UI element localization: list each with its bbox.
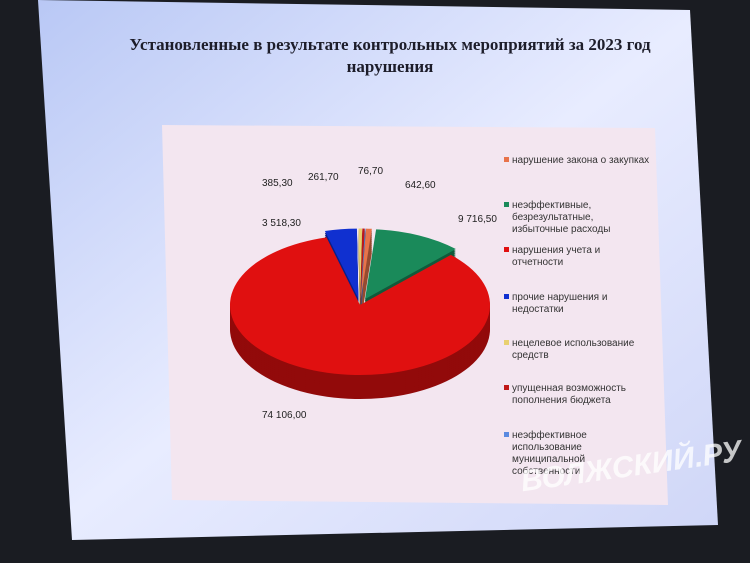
slice-side bbox=[360, 248, 372, 319]
slice-side bbox=[360, 246, 372, 317]
legend-swatch bbox=[504, 432, 509, 437]
slice-side bbox=[360, 230, 366, 301]
legend-label: нарушение закона о закупках bbox=[512, 155, 650, 166]
slice bbox=[360, 228, 366, 299]
legend-item: неэффективное использование муниципально… bbox=[504, 430, 652, 478]
legend-swatch bbox=[504, 340, 509, 345]
legend-swatch bbox=[504, 294, 509, 299]
value-label: 9 716,50 bbox=[458, 214, 497, 225]
legend-label: неэффективное использование муниципально… bbox=[512, 430, 587, 477]
legend-item: нарушения учета и отчетности bbox=[504, 245, 652, 269]
slice-side bbox=[360, 236, 372, 307]
slice bbox=[360, 228, 372, 299]
value-label: 385,30 bbox=[262, 178, 293, 189]
slice bbox=[364, 229, 456, 300]
slice-side bbox=[360, 234, 372, 305]
legend-label: неэффективные, безрезультатные, избыточн… bbox=[512, 200, 611, 235]
legend-swatch bbox=[504, 385, 509, 390]
legend-swatch bbox=[504, 202, 509, 207]
chart-title: Установленные в результате контрольных м… bbox=[129, 35, 651, 76]
slice-side bbox=[360, 244, 372, 315]
legend-item: нецелевое использование средств bbox=[504, 338, 652, 362]
slice-side bbox=[360, 232, 366, 303]
pie: 642,60 9 716,50 74 106,00 3 518,30 385,30 261… bbox=[229, 166, 497, 421]
slice-side bbox=[360, 242, 372, 313]
slice-side bbox=[360, 238, 372, 309]
value-label: 74 106,00 bbox=[262, 410, 307, 421]
value-label: 261,70 bbox=[308, 172, 339, 183]
slice bbox=[324, 228, 359, 299]
legend-item: упущенная возможность пополнения бюджета bbox=[504, 383, 652, 407]
legend-swatch bbox=[504, 247, 509, 252]
legend-label: нецелевое использование средств bbox=[512, 338, 635, 361]
slice-side bbox=[360, 232, 372, 303]
value-label: 76,70 bbox=[358, 166, 383, 177]
legend-label: нарушения учета и отчетности bbox=[512, 245, 601, 268]
slice bbox=[230, 237, 491, 375]
slice bbox=[358, 228, 363, 299]
value-label: 642,60 bbox=[405, 180, 436, 191]
legend-item: нарушение закона о закупках bbox=[504, 155, 652, 167]
slice-side bbox=[360, 230, 365, 301]
value-label: 3 518,30 bbox=[262, 218, 301, 229]
slice-side bbox=[360, 230, 372, 301]
legend-swatch bbox=[504, 157, 509, 162]
slice bbox=[360, 228, 365, 299]
legend-item: прочие нарушения и недостатки bbox=[504, 292, 652, 316]
legend-item: неэффективные, безрезультатные, избыточн… bbox=[504, 200, 652, 236]
legend-label: упущенная возможность пополнения бюджета bbox=[512, 383, 627, 406]
legend-label: прочие нарушения и недостатки bbox=[512, 292, 608, 315]
slice-side bbox=[360, 240, 372, 311]
